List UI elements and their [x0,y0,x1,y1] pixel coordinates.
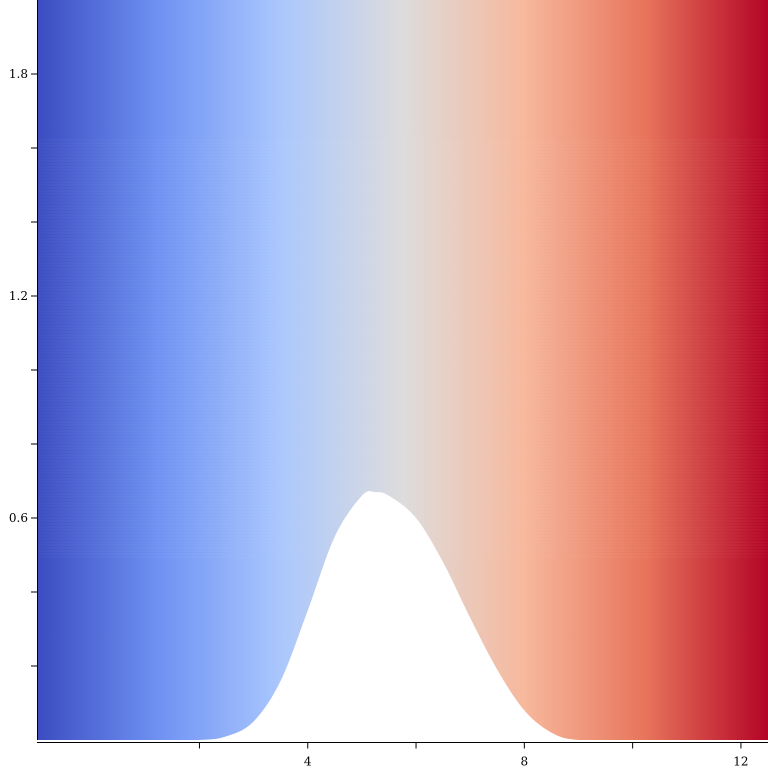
x-tick-label: 8 [521,755,529,768]
y-tick-label: 1.8 [9,67,28,81]
filled-region [37,0,768,740]
area-fill [37,0,768,740]
contour-stripes [37,139,768,558]
y-axis-ticks: 0.6 1.2 1.8 [9,67,37,667]
y-tick-label: 0.6 [9,511,28,525]
x-axis-ticks: 4 8 12 [198,742,749,768]
x-tick-label: 12 [733,755,748,768]
x-tick-label: 4 [304,755,312,768]
y-tick-label: 1.2 [9,289,28,303]
